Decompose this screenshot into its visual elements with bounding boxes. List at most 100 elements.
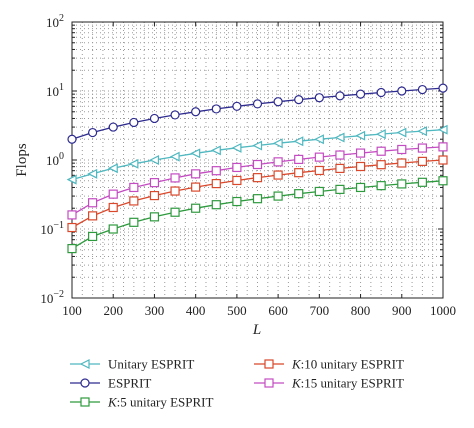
- data-point: [252, 99, 263, 109]
- data-point: [211, 200, 221, 210]
- data-point: [376, 146, 386, 156]
- data-point: [191, 182, 201, 192]
- legend-item: K:10 unitary ESPRIT: [254, 357, 404, 372]
- data-point: [231, 142, 242, 153]
- data-point: [129, 196, 139, 206]
- data-point: [334, 132, 345, 143]
- data-point: [149, 212, 160, 222]
- data-point: [190, 148, 201, 159]
- legend-label: K:15 unitary ESPRIT: [291, 376, 404, 391]
- data-point: [355, 161, 366, 172]
- y-tick-label: 10−2: [40, 289, 64, 306]
- data-point: [252, 194, 263, 204]
- data-point: [335, 150, 345, 160]
- data-point: [149, 190, 160, 201]
- data-point: [108, 224, 118, 234]
- data-point: [417, 177, 427, 187]
- data-point: [108, 122, 118, 132]
- data-point: [335, 163, 345, 174]
- data-point: [232, 196, 242, 207]
- data-point: [87, 168, 98, 179]
- data-point: [355, 89, 366, 99]
- data-point: [67, 243, 77, 254]
- data-point: [397, 86, 407, 96]
- data-point: [294, 168, 304, 178]
- series-lines: [66, 83, 448, 254]
- data-point: [355, 182, 366, 193]
- data-point: [108, 202, 118, 213]
- data-point: [252, 140, 263, 151]
- legend: Unitary ESPRIT ESPRIT K:5 unitary ESPRIT K:…: [70, 357, 404, 410]
- data-point: [170, 110, 180, 120]
- data-point: [67, 222, 77, 233]
- x-axis-title: L: [252, 322, 261, 338]
- data-point: [191, 169, 201, 179]
- data-point: [211, 178, 221, 189]
- data-point: [129, 182, 139, 193]
- data-point: [376, 181, 386, 191]
- series-k-10-unitary-esprit: [67, 155, 448, 233]
- data-point: [314, 165, 324, 176]
- data-point: [169, 151, 180, 162]
- legend-marker: [264, 378, 274, 388]
- data-point: [272, 138, 283, 149]
- legend-label: ESPRIT: [108, 376, 151, 391]
- data-point: [170, 207, 180, 217]
- x-tick-label: 200: [103, 303, 123, 318]
- data-point: [273, 157, 283, 167]
- legend-marker: [79, 359, 90, 369]
- data-point: [129, 117, 139, 128]
- data-point: [397, 158, 407, 168]
- data-point: [314, 186, 324, 197]
- data-point: [128, 158, 139, 169]
- y-axis-title: Flops: [14, 143, 30, 177]
- data-point: [88, 198, 98, 208]
- data-point: [129, 217, 139, 227]
- data-point: [108, 189, 118, 199]
- legend-marker: [80, 397, 90, 407]
- data-point: [313, 134, 324, 145]
- data-point: [170, 173, 180, 183]
- data-point: [66, 174, 77, 185]
- data-point: [417, 156, 427, 166]
- data-point: [438, 142, 448, 152]
- data-point: [397, 144, 407, 155]
- data-point: [88, 127, 98, 138]
- data-point: [397, 179, 407, 189]
- data-point: [273, 97, 283, 107]
- data-point: [149, 113, 160, 124]
- data-point: [252, 173, 263, 183]
- data-point: [232, 101, 242, 111]
- data-point: [314, 152, 324, 162]
- data-point: [294, 154, 304, 165]
- x-tick-label: 900: [392, 303, 412, 318]
- data-point: [375, 129, 386, 140]
- x-tick-label: 1000: [430, 303, 456, 318]
- series-k-5-unitary-esprit: [67, 176, 448, 254]
- legend-item: K:15 unitary ESPRIT: [254, 376, 404, 391]
- data-point: [438, 83, 448, 93]
- data-point: [293, 136, 304, 147]
- data-point: [335, 91, 345, 101]
- legend-marker: [80, 378, 90, 388]
- data-point: [273, 170, 283, 180]
- data-point: [170, 186, 180, 196]
- data-point: [294, 189, 304, 199]
- legend-item: ESPRIT: [70, 376, 151, 391]
- x-tick-label: 600: [268, 303, 288, 318]
- data-point: [437, 124, 448, 135]
- data-point: [252, 159, 263, 170]
- data-point: [273, 191, 283, 201]
- y-tick-label: 102: [46, 13, 64, 30]
- data-point: [314, 93, 324, 103]
- data-point: [438, 155, 448, 165]
- data-point: [149, 155, 160, 165]
- data-point: [438, 176, 448, 186]
- data-point: [149, 178, 160, 188]
- data-point: [335, 184, 345, 194]
- series-k-15-unitary-esprit: [67, 142, 448, 220]
- legend-label: Unitary ESPRIT: [108, 357, 194, 372]
- x-tick-label: 400: [186, 303, 206, 318]
- data-point: [107, 163, 118, 174]
